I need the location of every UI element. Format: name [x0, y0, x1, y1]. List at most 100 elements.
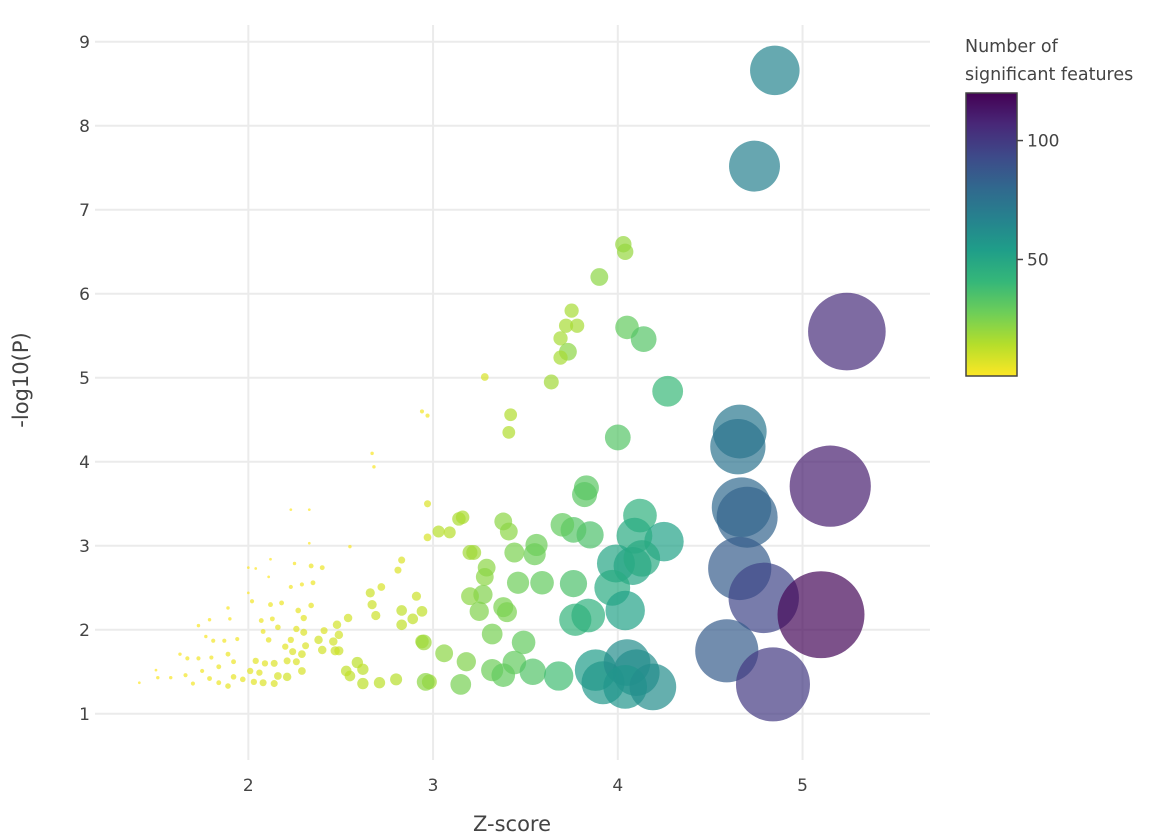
bubble-point — [299, 582, 304, 587]
bubble-point — [590, 268, 609, 286]
bubble-point — [270, 659, 278, 667]
bubble-point — [258, 618, 264, 623]
bubble-point — [320, 627, 328, 635]
bubble-point — [269, 557, 272, 561]
bubble-point — [287, 636, 294, 644]
bubble-point — [270, 680, 278, 688]
bubble-point — [178, 652, 182, 656]
bubble-point — [288, 584, 293, 590]
bubble-point — [419, 409, 425, 414]
y-tick-label: 5 — [79, 369, 90, 389]
bubble-point — [443, 526, 456, 539]
bubble-point — [558, 318, 574, 333]
bubble-point — [226, 606, 230, 610]
bubble-point — [300, 628, 308, 636]
x-axis-ticks: 2 3 4 5 — [243, 776, 808, 796]
y-tick-label: 2 — [79, 621, 90, 641]
bubble-point — [396, 605, 407, 616]
bubble-point — [372, 465, 376, 469]
y-tick-label: 4 — [79, 453, 90, 473]
bubble-point — [553, 331, 568, 346]
bubble-point — [396, 619, 407, 631]
x-tick-label: 4 — [612, 776, 623, 796]
bubble-point — [252, 657, 259, 665]
bubble-point — [425, 413, 430, 418]
bubble-point — [630, 326, 657, 353]
bubble-point — [332, 620, 342, 629]
y-tick-label: 7 — [79, 201, 90, 221]
colorbar: Number of significant features 50 100 — [965, 37, 1133, 377]
bubble-point — [216, 664, 222, 670]
bubble-point — [247, 667, 254, 675]
bubble-point — [530, 570, 554, 595]
bubble-point — [652, 375, 684, 407]
bubble-point — [452, 512, 466, 526]
colorbar-tick-label: 100 — [1027, 132, 1059, 152]
bubble-point — [480, 373, 489, 381]
bubble-point — [750, 45, 800, 96]
bubble-point — [348, 544, 352, 549]
bubble-point — [623, 540, 661, 577]
bubble-point — [604, 424, 631, 451]
y-tick-label: 1 — [79, 705, 90, 725]
colorbar-title-line1: Number of — [965, 37, 1059, 57]
bubble-point — [504, 408, 518, 422]
bubble-point — [268, 602, 273, 608]
colorbar-gradient — [965, 92, 1018, 377]
bubble-point — [207, 676, 212, 681]
bubble-point — [367, 600, 377, 610]
bubble-point — [343, 613, 353, 623]
bubble-point — [300, 614, 307, 622]
bubble-point — [370, 451, 374, 456]
bubble-point — [308, 563, 314, 569]
y-tick-label: 9 — [79, 33, 90, 53]
bubble-point — [207, 618, 212, 622]
bubble-point — [265, 637, 272, 643]
bubble-point — [450, 674, 472, 695]
colorbar-title-line2: significant features — [965, 65, 1133, 85]
bubble-point — [496, 602, 517, 623]
bubble-point — [308, 602, 314, 609]
bubble-point — [511, 630, 536, 655]
bubble-point — [269, 616, 275, 622]
bubble-point — [559, 570, 588, 598]
bubble-point — [307, 508, 311, 512]
bubble-point — [435, 644, 454, 663]
bubble-point — [543, 374, 559, 390]
bubble-point — [424, 500, 432, 508]
bubble-point — [605, 590, 645, 631]
y-axis-label: -log10(P) — [9, 332, 33, 427]
bubble-point — [365, 588, 375, 598]
bubble-point — [260, 629, 266, 634]
bubble-point — [616, 243, 634, 260]
y-tick-label: 3 — [79, 537, 90, 557]
bubble-point — [506, 571, 530, 594]
bubble-point — [357, 677, 369, 690]
bubble-point — [344, 670, 356, 682]
y-tick-label: 6 — [79, 285, 90, 305]
data-points — [137, 45, 886, 722]
bubble-point — [334, 630, 344, 640]
bubble-point — [523, 543, 546, 566]
bubble-point — [553, 350, 568, 365]
bubble-point — [550, 513, 575, 537]
bubble-point — [461, 587, 479, 606]
bubble-point — [204, 634, 208, 639]
bubble-point — [209, 655, 214, 660]
bubble-point — [302, 642, 310, 650]
bubble-point — [519, 658, 547, 686]
bubble-point — [225, 683, 231, 689]
bubble-point — [231, 659, 236, 665]
bubble-point — [156, 675, 160, 680]
bubble-point — [411, 591, 422, 601]
bubble-point — [289, 508, 293, 512]
bubble-point — [289, 648, 297, 656]
bubble-point — [416, 672, 435, 691]
bubble-point — [423, 533, 432, 542]
bubble-point — [259, 679, 267, 687]
bubble-point — [279, 600, 285, 606]
bubble-point — [504, 542, 525, 563]
bubble-point — [307, 541, 311, 545]
bubble-point — [317, 645, 327, 655]
